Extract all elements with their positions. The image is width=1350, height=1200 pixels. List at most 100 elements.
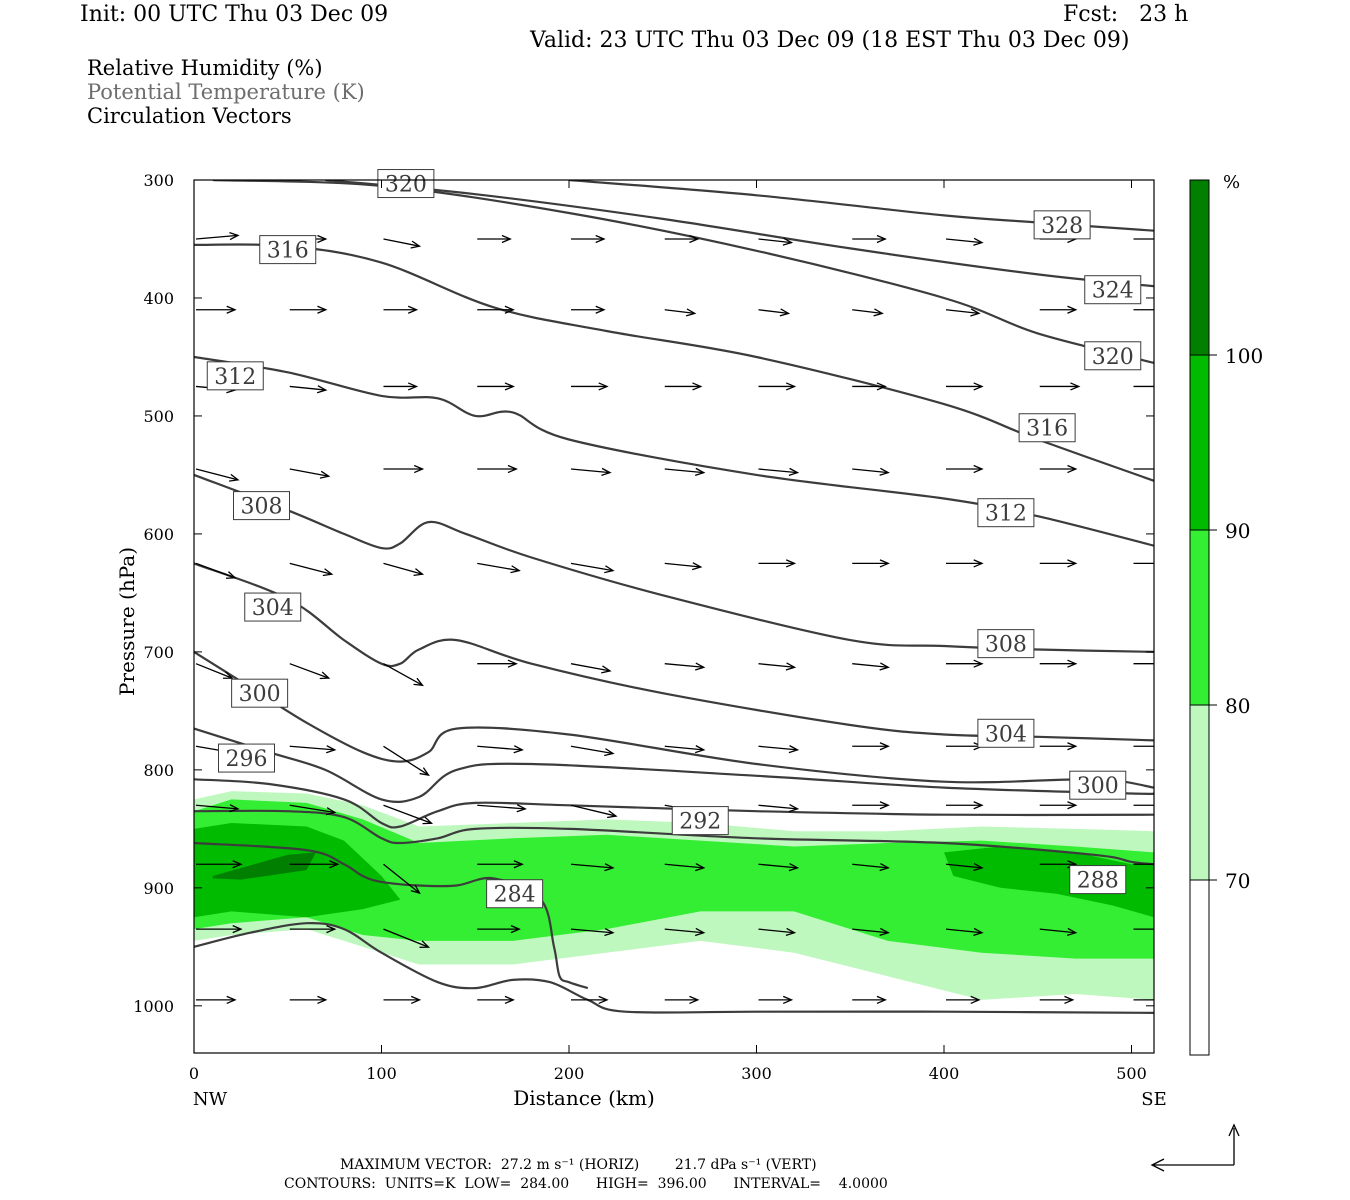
contour-label-text: 320 (385, 173, 427, 198)
wind-vector (852, 995, 887, 1005)
wind-vector (570, 663, 612, 674)
rh-region-100-4 (212, 852, 316, 880)
contour-label: 308 (233, 491, 290, 521)
wind-vector (1133, 804, 1154, 806)
wind-vector (758, 662, 797, 671)
wind-vector (1039, 305, 1078, 314)
wind-vector (383, 804, 434, 825)
wind-vector (1133, 999, 1154, 1001)
wind-vector (477, 860, 524, 869)
wind-vector (383, 663, 424, 687)
wind-vector (477, 804, 527, 813)
wind-vector (1133, 309, 1154, 311)
wind-vector (946, 559, 984, 568)
contour-label: 284 (486, 879, 544, 909)
wind-vector (289, 995, 328, 1005)
contour-label: 288 (1069, 865, 1127, 895)
colorbar-label: 90 (1225, 519, 1250, 543)
theta-contour-300 (194, 650, 1154, 789)
wind-vector (289, 860, 340, 869)
rh-region-90-3 (944, 846, 1154, 918)
colorbar-label: 70 (1225, 869, 1250, 893)
contour-label: 316 (1018, 413, 1076, 443)
wind-vector (571, 995, 609, 1005)
wind-vector (664, 562, 703, 571)
wind-vector (758, 382, 797, 391)
plot-frame (193, 179, 1155, 1054)
init-time: Init: 00 UTC Thu 03 Dec 09 (80, 2, 389, 27)
x-end-label-se: SE (1141, 1089, 1166, 1110)
contour-label: 320 (377, 169, 435, 199)
wind-vector (571, 234, 606, 244)
x-tick-label: 200 (554, 1064, 585, 1083)
wind-vector (1039, 559, 1078, 568)
wind-vector (289, 663, 331, 680)
wind-vector (195, 663, 234, 679)
wind-vector (196, 305, 237, 314)
wind-vector (852, 234, 887, 244)
wind-vector (383, 745, 430, 776)
wind-vector (195, 804, 240, 813)
contour-label-text: 308 (241, 495, 283, 520)
wind-vector (383, 863, 421, 895)
contour-label: 328 (1033, 210, 1091, 240)
theta-contour-288 (194, 809, 1154, 866)
wind-vector (945, 927, 984, 937)
colorbar-swatch (1190, 705, 1209, 880)
x-tick-label: 400 (929, 1064, 960, 1083)
wind-vector (758, 237, 794, 246)
contour-label: 296 (218, 743, 275, 773)
wind-vector (570, 467, 612, 476)
y-tick-label: 500 (143, 407, 174, 426)
wind-vector (758, 995, 794, 1005)
wind-vector (570, 863, 615, 872)
wind-vector (664, 467, 706, 476)
theta-contour-292 (194, 778, 1154, 829)
contour-label-text: 324 (1092, 279, 1134, 304)
wind-vector (196, 995, 237, 1005)
contour-label-text: 320 (1092, 345, 1134, 370)
wind-vector (289, 385, 328, 394)
wind-vector (664, 995, 700, 1005)
contour-label: 324 (1084, 275, 1142, 305)
colorbar-swatch (1190, 880, 1209, 1055)
wind-vector (852, 662, 890, 671)
wind-vector (758, 745, 800, 754)
contour-label-text: 312 (985, 502, 1027, 527)
wind-vector (289, 745, 337, 754)
wind-vector (477, 995, 515, 1005)
contour-label: 312 (206, 361, 264, 391)
wind-vector (289, 468, 331, 479)
wind-vector (852, 742, 890, 751)
wind-vector (946, 659, 984, 668)
wind-vector (477, 382, 515, 391)
colorbar-label: 100 (1225, 344, 1263, 368)
wind-vector (758, 308, 791, 317)
wind-vector (852, 801, 890, 810)
wind-vector (570, 927, 615, 937)
y-tick-label: 900 (143, 879, 174, 898)
contour-info-note: CONTOURS: UNITS=K LOW= 284.00 HIGH= 396.… (284, 1176, 888, 1192)
theta-contour-308 (194, 473, 1154, 653)
theta-contour-304 (194, 562, 1154, 742)
wind-vector (1039, 382, 1081, 391)
field-rh-label: Relative Humidity (%) (87, 56, 323, 80)
wind-vector (571, 382, 609, 391)
contour-label-text: 300 (1077, 774, 1119, 799)
contour-label-text: 292 (679, 810, 721, 835)
wind-vector (477, 562, 521, 574)
x-end-label-nw: NW (193, 1089, 228, 1110)
wind-vector (758, 559, 797, 568)
colorbar-swatch (1190, 530, 1209, 705)
wind-vector (664, 662, 706, 671)
wind-vector (852, 559, 890, 568)
y-tick-label: 800 (143, 761, 174, 780)
field-vectors-label: Circulation Vectors (87, 104, 292, 128)
wind-vector (664, 927, 706, 937)
wind-vector (946, 801, 984, 810)
contour-label: 320 (1084, 341, 1142, 371)
y-tick-label: 600 (143, 525, 174, 544)
wind-vector (1133, 238, 1154, 240)
wind-vector (758, 927, 797, 937)
colorbar-frame (1189, 179, 1210, 1056)
